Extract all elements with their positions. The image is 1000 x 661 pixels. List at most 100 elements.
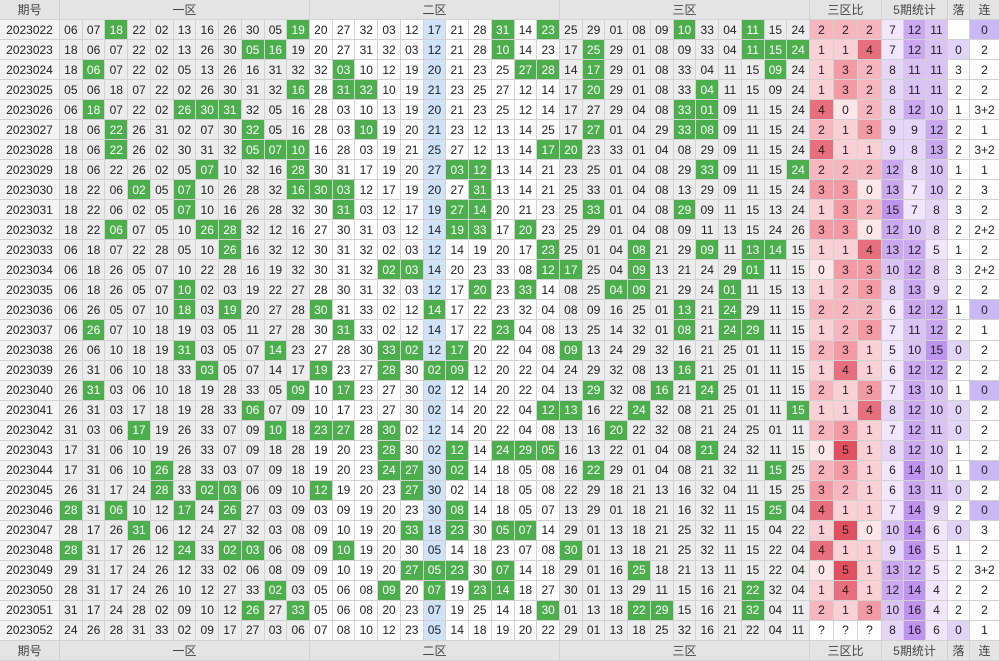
number: 02	[446, 480, 470, 501]
number: 16	[241, 60, 265, 81]
number: 10	[196, 180, 220, 201]
number: 33	[355, 320, 379, 341]
five-stat: 13	[904, 480, 926, 501]
zone-ratio: 1	[834, 600, 858, 621]
zone-ratio: 3	[834, 460, 858, 481]
number: 08	[287, 540, 310, 561]
streak: 2	[970, 480, 1000, 501]
number: 32	[696, 500, 720, 521]
number: 01	[582, 540, 606, 561]
number: 05	[173, 60, 197, 81]
number: 03	[196, 320, 220, 341]
number: 04	[696, 60, 720, 81]
five-stat: 12	[926, 120, 948, 141]
zone-ratio: 3	[834, 420, 858, 441]
number: 06	[105, 440, 129, 461]
number: 02	[423, 440, 447, 461]
zone-ratio: 5	[834, 440, 858, 461]
zone-ratio: 3	[858, 600, 882, 621]
number: 18	[82, 240, 106, 261]
number: 28	[60, 580, 83, 601]
number: 08	[650, 100, 674, 121]
number: 16	[673, 500, 697, 521]
number: 22	[537, 620, 560, 641]
zone-ratio: 2	[858, 60, 882, 81]
zone-ratio: 1	[834, 380, 858, 401]
number: 20	[310, 40, 333, 61]
number: 06	[60, 320, 83, 341]
period: 2023023	[0, 40, 60, 61]
number: 18	[423, 520, 447, 541]
number: 32	[241, 100, 265, 121]
five-stat: 16	[904, 600, 926, 621]
number: 01	[582, 580, 606, 601]
hit-number: 01	[741, 260, 765, 281]
number: 14	[469, 460, 492, 481]
number: 18	[60, 180, 83, 201]
number: 26	[105, 280, 129, 301]
number: 23	[400, 500, 424, 521]
fall: 2	[948, 580, 970, 601]
number: 32	[741, 440, 765, 461]
number: 24	[787, 120, 810, 141]
number: 07	[150, 280, 174, 301]
number: 19	[400, 180, 424, 201]
hit-number: 17	[446, 340, 470, 361]
number: 24	[787, 20, 810, 41]
number: 10	[173, 220, 197, 241]
five-stat: 15	[882, 200, 904, 221]
hit-number: 14	[491, 580, 515, 601]
number: 29	[673, 160, 697, 181]
header-cell: 三区比	[810, 641, 882, 661]
number: 14	[560, 60, 583, 81]
number: 12	[219, 600, 242, 621]
fall: 1	[948, 440, 970, 461]
number: 14	[514, 560, 538, 581]
number: 07	[219, 420, 242, 441]
number: 21	[650, 240, 674, 261]
number: 15	[787, 380, 810, 401]
hit-number: 19	[287, 20, 310, 41]
period: 2023043	[0, 440, 60, 461]
streak: 2+2	[970, 260, 1000, 281]
zone-ratio: 1	[810, 60, 834, 81]
hit-number: 01	[719, 280, 742, 301]
number: 22	[82, 220, 106, 241]
number: 09	[287, 400, 310, 421]
number: 01	[582, 240, 606, 261]
number: 18	[60, 40, 83, 61]
number: 22	[128, 100, 151, 121]
number: 28	[196, 400, 220, 421]
period: 2023022	[0, 20, 60, 41]
zone-ratio: 3	[810, 180, 834, 201]
hit-number: 24	[719, 300, 742, 321]
fall: 1	[948, 460, 970, 481]
number: 30	[400, 380, 424, 401]
five-stat: 12	[882, 220, 904, 241]
number: 31	[355, 40, 379, 61]
zone-ratio: 0	[858, 520, 882, 541]
number: 33	[355, 300, 379, 321]
number: 09	[719, 180, 742, 201]
number: 17	[60, 440, 83, 461]
hit-number: 13	[560, 400, 583, 421]
hit-number: 33	[469, 220, 492, 241]
number: 12	[469, 360, 492, 381]
number: 23	[491, 300, 515, 321]
number: 14	[537, 100, 560, 121]
number: 25	[469, 600, 492, 621]
five-stat: 13	[926, 140, 948, 161]
five-stat: 12	[882, 580, 904, 601]
hit-number: 12	[446, 440, 470, 461]
number: 22	[128, 240, 151, 261]
number: 04	[628, 100, 651, 121]
number: 29	[560, 560, 583, 581]
number: 11	[719, 240, 742, 261]
number: 10	[128, 320, 151, 341]
number: 05	[310, 580, 333, 601]
number: 03	[219, 280, 242, 301]
zone-ratio: 0	[834, 100, 858, 121]
number: 16	[696, 580, 720, 601]
number: 22	[741, 620, 765, 641]
hit-number: 22	[105, 120, 129, 141]
